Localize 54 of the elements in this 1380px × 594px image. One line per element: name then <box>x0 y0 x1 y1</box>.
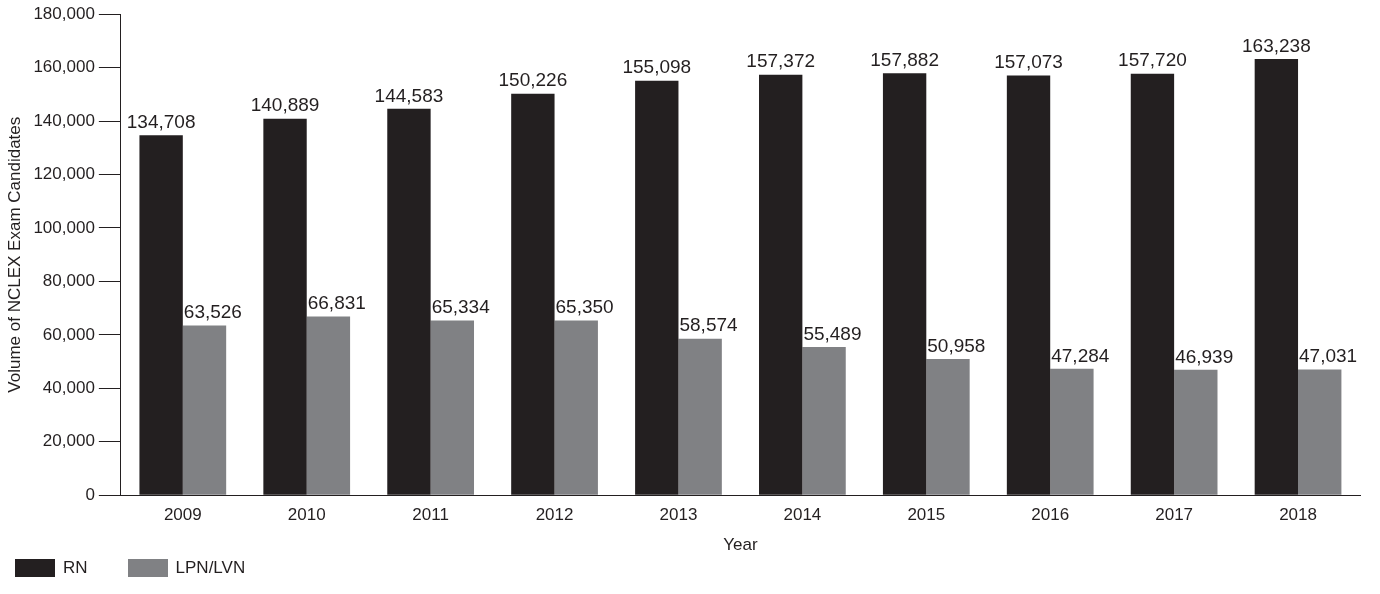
x-tick-label: 2014 <box>783 505 822 525</box>
data-label: 144,583 <box>374 84 444 106</box>
data-label: 58,574 <box>679 314 739 336</box>
data-label: 157,372 <box>746 50 816 72</box>
bar <box>1174 369 1218 495</box>
x-tick-label: 2009 <box>163 505 202 525</box>
legend-label: LPN/LVN <box>175 558 246 578</box>
bar <box>306 316 351 495</box>
bar <box>926 359 970 495</box>
y-tick-label: 0 <box>85 484 95 504</box>
data-label: 157,720 <box>1118 49 1187 71</box>
data-label: 66,831 <box>307 292 366 314</box>
y-tick-label: 120,000 <box>33 164 95 184</box>
data-label: 63,526 <box>183 301 242 323</box>
data-label: 150,226 <box>498 69 568 91</box>
x-tick-label: 2010 <box>287 505 326 525</box>
data-label: 163,238 <box>1242 34 1311 56</box>
bar <box>182 325 227 495</box>
data-label: 65,350 <box>555 296 614 318</box>
x-tick-label: 2011 <box>412 505 449 525</box>
x-tick-label: 2015 <box>907 505 946 525</box>
data-label: 50,958 <box>927 334 986 356</box>
data-label: 140,889 <box>250 94 320 116</box>
data-label: 47,031 <box>1299 345 1358 367</box>
legend-label: RN <box>63 558 88 578</box>
y-axis-title: Volume of NCLEX Exam Candidates <box>4 116 24 393</box>
y-tick-label: 40,000 <box>42 378 95 397</box>
y-tick-label: 140,000 <box>33 110 95 130</box>
y-tick-label: 80,000 <box>42 271 95 291</box>
x-tick-label: 2012 <box>535 505 574 525</box>
bar <box>430 320 475 495</box>
bar <box>1050 368 1094 495</box>
data-label: 65,334 <box>431 296 491 318</box>
data-label: 155,098 <box>622 56 692 78</box>
x-axis-title: Year <box>723 535 758 555</box>
bar <box>554 320 598 495</box>
data-label: 157,073 <box>994 51 1063 73</box>
y-tick-label: 100,000 <box>33 217 95 237</box>
x-tick-label: 2016 <box>1031 505 1070 525</box>
data-label: 47,284 <box>1051 344 1110 366</box>
data-label: 134,708 <box>126 110 196 132</box>
bar <box>678 338 722 495</box>
y-tick-label: 20,000 <box>42 431 95 451</box>
data-label: 46,939 <box>1175 345 1234 367</box>
bar <box>1298 369 1342 495</box>
y-tick-label: 180,000 <box>33 3 95 23</box>
x-tick-label: 2013 <box>659 505 698 525</box>
bar <box>802 346 846 495</box>
data-label: 55,489 <box>803 322 862 344</box>
y-tick-label: 60,000 <box>42 324 95 344</box>
x-tick-label: 2017 <box>1155 505 1194 525</box>
x-tick-label: 2018 <box>1279 505 1317 525</box>
data-label: 157,882 <box>870 49 939 71</box>
y-tick-label: 160,000 <box>33 57 95 77</box>
